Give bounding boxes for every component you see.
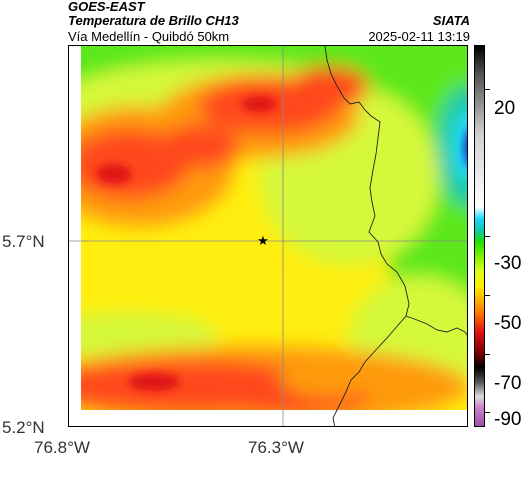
colorbar-tick [485,353,490,355]
temperature-core [96,164,132,184]
temperature-region [159,124,239,168]
organization-label: SIATA [432,13,470,28]
colorbar-tick [485,294,490,296]
no-data-strip-left [69,46,81,426]
temperature-region [437,86,467,206]
colorbar-tick [485,89,490,91]
colorbar-tick [485,412,490,414]
timestamp: 2025-02-11 13:19 [368,29,470,44]
satellite-source: GOES-EAST [68,0,145,14]
temperature-region [69,129,189,199]
star-marker: ★ [257,234,269,249]
temperature-core [463,129,467,167]
temperature-core [128,373,180,391]
colorbar-label-20: 20 [494,98,516,119]
department-boundary-east [405,315,467,336]
map-canvas: ★ [69,46,467,426]
lat-label-5-7: 5.7°N [2,232,45,251]
temperature-core [466,138,467,154]
colorbar [474,45,485,427]
lat-label-5-2: 5.2°N [2,418,45,437]
temperature-region [289,66,369,106]
colorbar-tick [485,236,490,237]
department-boundary [324,46,410,426]
temperature-core [241,96,277,112]
colorbar-label-minus90: -90 [494,409,522,430]
temperature-region [279,354,379,398]
lon-label-76-3: 76.3°W [248,438,304,457]
colorbar-label-minus30: -30 [494,253,522,274]
lon-label-76-8: 76.8°W [34,438,90,457]
colorbar-label-minus50: -50 [494,313,522,334]
no-data-strip-bottom [69,410,467,426]
colorbar-label-minus70: -70 [494,373,522,394]
temperature-region [455,110,467,182]
temperature-field [69,46,467,426]
product-title: Temperatura de Brillo CH13 [68,13,239,28]
brightness-temperature-map: ★ [68,45,468,427]
route-subtitle: Vía Medellín - Quibdó 50km [68,29,230,44]
